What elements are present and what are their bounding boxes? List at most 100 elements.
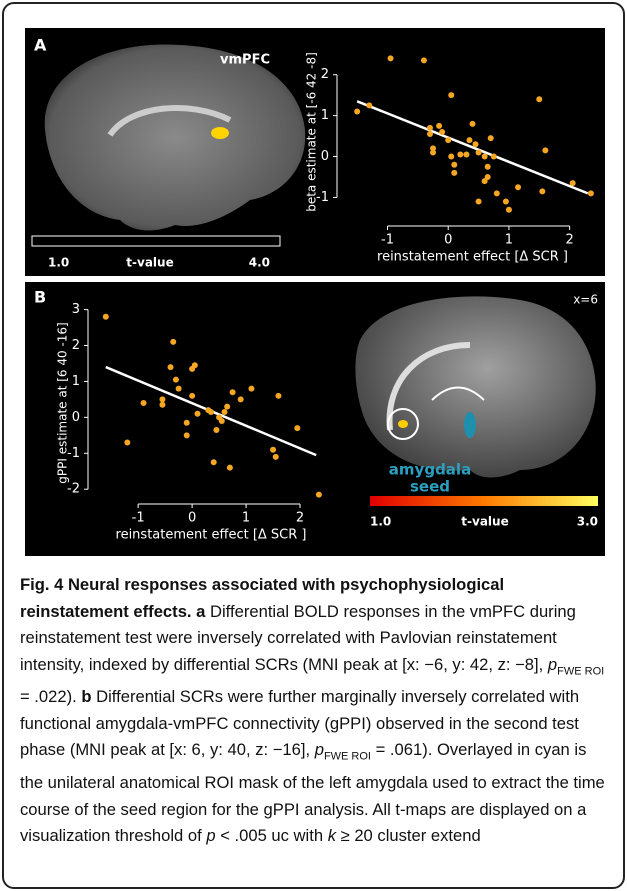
y-axis-label: beta estimate at [-6 42 -8] xyxy=(305,52,319,212)
point xyxy=(124,440,130,446)
colorbar-max: 4.0 xyxy=(249,256,270,270)
point xyxy=(170,339,176,345)
caption-text: p xyxy=(548,655,557,674)
point xyxy=(189,393,195,399)
point xyxy=(273,454,279,460)
point xyxy=(439,129,445,135)
point xyxy=(184,420,190,426)
caption-text: p xyxy=(206,826,215,845)
caption-text: k xyxy=(328,826,336,845)
point xyxy=(294,425,300,431)
point xyxy=(515,184,521,190)
point xyxy=(482,154,488,160)
caption-text: = .022). xyxy=(20,687,77,706)
point xyxy=(466,137,472,143)
y-tick-label: 3 xyxy=(72,302,80,317)
point xyxy=(388,55,394,61)
x-tick-label: 2 xyxy=(566,233,574,248)
point xyxy=(213,427,219,433)
y-tick-label: 1 xyxy=(321,108,329,123)
caption-text: ≥ 20 cluster extend xyxy=(341,826,481,845)
point xyxy=(238,396,244,402)
x-tick-label: 2 xyxy=(296,511,304,526)
point xyxy=(159,402,165,408)
point xyxy=(588,190,594,196)
point xyxy=(536,96,542,102)
colorbar-min: 1.0 xyxy=(48,256,69,270)
point xyxy=(488,135,494,141)
point xyxy=(230,389,236,395)
point xyxy=(184,432,190,438)
point xyxy=(451,162,457,168)
point xyxy=(248,386,254,392)
colorbar-label: t-value xyxy=(126,256,173,270)
caption-text: < .005 uc with xyxy=(220,826,323,845)
point xyxy=(430,149,436,155)
point xyxy=(159,396,165,402)
panel-label: A xyxy=(34,36,47,55)
point xyxy=(173,377,179,383)
y-tick-label: 1 xyxy=(72,374,80,389)
point xyxy=(494,190,500,196)
point xyxy=(176,386,182,392)
caption-label: a xyxy=(196,602,205,621)
x-tick-label: 1 xyxy=(505,233,513,248)
point xyxy=(221,409,227,415)
point xyxy=(542,147,548,153)
caption: Fig. 4 Neural responses associated with … xyxy=(20,572,610,850)
point xyxy=(448,92,454,98)
x-tick-label: 0 xyxy=(444,233,452,248)
point xyxy=(476,149,482,155)
figure: A B vmPFC 1.0 t-value 4.0 x=6 amygdala s… xyxy=(0,0,627,570)
point xyxy=(476,199,482,205)
point xyxy=(482,178,488,184)
point xyxy=(473,141,479,147)
x-tick-label: 0 xyxy=(188,511,196,526)
point xyxy=(195,411,201,417)
point xyxy=(570,180,576,186)
y-tick-label: 0 xyxy=(72,410,80,425)
seed-label: amygdala xyxy=(389,461,471,479)
panel-label: B xyxy=(34,288,46,307)
point xyxy=(192,362,198,368)
point xyxy=(470,121,476,127)
point xyxy=(463,152,469,158)
point xyxy=(427,125,433,131)
x-tick-label: 1 xyxy=(242,511,250,526)
point xyxy=(168,364,174,370)
point xyxy=(491,154,497,160)
point xyxy=(421,57,427,63)
caption-text: p xyxy=(315,740,324,759)
point xyxy=(316,492,322,498)
point xyxy=(141,400,147,406)
y-tick-label: 0 xyxy=(321,149,329,164)
point xyxy=(275,393,281,399)
point xyxy=(503,199,509,205)
point xyxy=(451,170,457,176)
point xyxy=(224,404,230,410)
point xyxy=(366,102,372,108)
point xyxy=(539,188,545,194)
point xyxy=(219,418,225,424)
point xyxy=(227,465,233,471)
colorbar-min: 1.0 xyxy=(370,515,391,529)
point xyxy=(427,131,433,137)
x-axis-label: reinstatement effect [Δ SCR ] xyxy=(377,250,568,265)
point xyxy=(354,109,360,115)
colorbar xyxy=(370,496,598,506)
x-tick-label: -1 xyxy=(132,511,145,526)
point xyxy=(436,123,442,129)
y-tick-label: 2 xyxy=(321,67,329,82)
point xyxy=(457,152,463,158)
caption-text: FWE ROI xyxy=(557,665,604,677)
caption-label: b xyxy=(81,687,91,706)
amygdala-seed xyxy=(464,412,476,438)
point xyxy=(445,137,451,143)
caption-text: FWE ROI xyxy=(324,751,371,763)
slice-label: x=6 xyxy=(573,293,598,307)
point xyxy=(103,314,109,320)
point xyxy=(448,154,454,160)
region-label: vmPFC xyxy=(220,53,270,68)
activation-blob xyxy=(398,420,408,428)
point xyxy=(485,164,491,170)
